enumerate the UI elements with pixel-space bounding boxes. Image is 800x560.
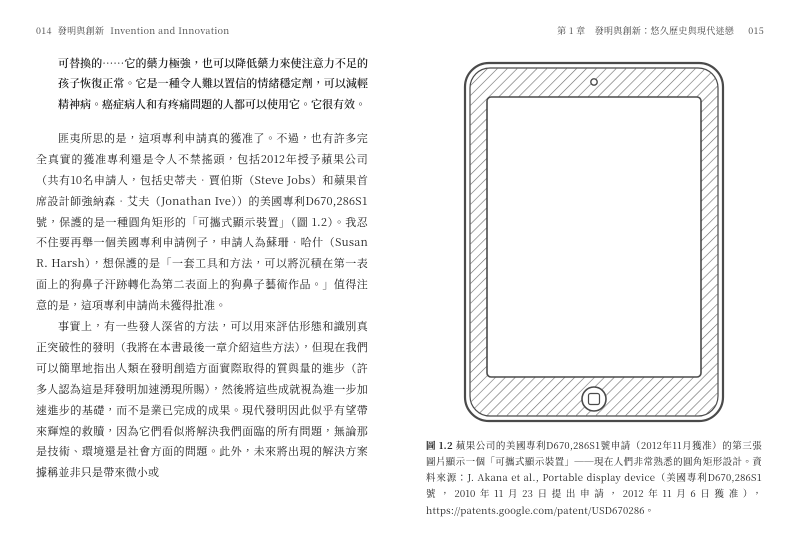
left-running-head: 014 發明與創新 Invention and Innovation [36, 24, 368, 37]
body-paragraph-2: 事實上，有一些發人深省的方法，可以用來評估形態和識別真正突破性的發明（我將在本書… [36, 316, 368, 483]
figure-label: 圖 1.2 [426, 438, 453, 452]
blockquote: 可替換的……它的藥力極強，也可以降低藥力來使注意力不足的孩子恢復正常。它是一種令… [58, 53, 368, 114]
ipad-screen [487, 97, 701, 377]
left-page-number: 014 [36, 24, 52, 37]
figure-caption-text: 蘋果公司的美國專利D670,286S1號申請（2012年11月獲准）的第三張圖片… [426, 438, 762, 517]
right-page: 第 1 章 發明與創新：悠久歷史與現代迷戀 015 [400, 0, 800, 560]
right-running-head: 第 1 章 發明與創新：悠久歷史與現代迷戀 015 [424, 24, 764, 37]
figure-1-2: 圖 1.2 蘋果公司的美國專利D670,286S1號申請（2012年11月獲准）… [424, 53, 764, 518]
right-head-text: 第 1 章 發明與創新：悠久歷史與現代迷戀 [557, 24, 734, 37]
left-head-en: Invention and Innovation [110, 24, 229, 37]
right-page-number: 015 [748, 24, 764, 37]
ipad-home-button [582, 387, 606, 411]
ipad-front-camera [591, 79, 597, 85]
ipad-patent-drawing [459, 57, 729, 427]
left-head-zh: 發明與創新 [58, 24, 105, 37]
figure-caption: 圖 1.2 蘋果公司的美國專利D670,286S1號申請（2012年11月獲准）… [424, 437, 764, 518]
left-page: 014 發明與創新 Invention and Innovation 可替換的…… [0, 0, 400, 560]
body-paragraph-1: 匪夷所思的是，這項專利申請真的獲准了。不過，也有許多完全真實的獲准專利還是令人不… [36, 128, 368, 316]
